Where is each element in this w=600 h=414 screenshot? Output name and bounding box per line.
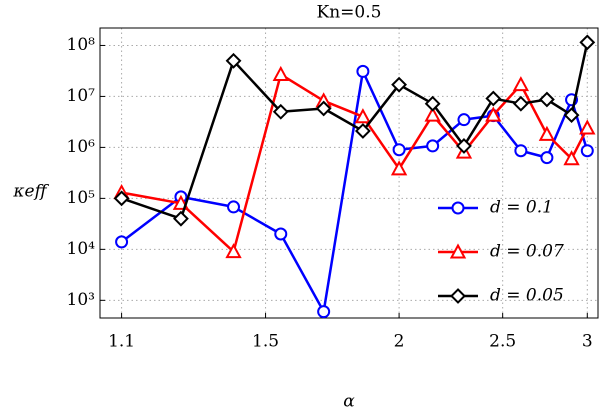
y-tick-label: 10⁷ (67, 86, 96, 106)
marker (424, 106, 441, 122)
y-tick-label: 10³ (67, 290, 95, 310)
marker (390, 160, 408, 176)
x-tick-label: 3 (582, 332, 593, 352)
marker (563, 107, 580, 124)
x-tick-label: 2 (394, 332, 405, 352)
marker (540, 151, 554, 165)
marker (317, 305, 331, 319)
x-tick-label: 2.5 (489, 332, 516, 352)
marker (227, 200, 241, 214)
legend-label: d = 0.07 (490, 242, 564, 262)
marker (354, 108, 372, 124)
marker (115, 235, 129, 249)
plot-frame (99, 27, 599, 319)
marker (356, 64, 370, 78)
x-axis-label: α (343, 392, 355, 412)
marker (392, 143, 406, 157)
marker (580, 144, 594, 158)
marker (456, 137, 472, 154)
marker (512, 95, 529, 112)
marker (514, 144, 528, 158)
marker (272, 65, 289, 81)
y-tick-label: 10⁴ (67, 239, 96, 259)
marker (113, 190, 130, 207)
x-tick-label: 1.5 (252, 332, 279, 352)
marker (391, 76, 408, 93)
marker (315, 100, 332, 117)
x-tick-label: 1.1 (108, 332, 135, 352)
marker (449, 243, 467, 259)
marker (424, 95, 441, 112)
marker (173, 210, 189, 227)
marker (538, 91, 555, 108)
y-tick-label: 10⁵ (67, 188, 96, 208)
y-axis-label: κeff (12, 182, 49, 202)
marker (579, 119, 596, 135)
marker (485, 90, 502, 107)
marker (354, 123, 371, 139)
marker (225, 243, 242, 259)
marker (426, 139, 440, 153)
y-tick-label: 10⁸ (67, 35, 96, 55)
marker (274, 227, 288, 241)
marker (512, 76, 530, 92)
series-line (121, 73, 589, 253)
marker (579, 34, 596, 51)
chart-title: Kn=0.5 (317, 3, 382, 23)
marker (563, 150, 580, 166)
y-tick-label: 10⁶ (67, 137, 96, 157)
marker (485, 106, 502, 122)
marker (457, 113, 471, 127)
legend-label: d = 0.1 (490, 198, 553, 218)
marker (272, 103, 289, 120)
marker (450, 288, 466, 304)
marker (538, 125, 556, 141)
marker (451, 201, 465, 215)
legend-label: d = 0.05 (490, 286, 564, 306)
marker (225, 52, 242, 69)
